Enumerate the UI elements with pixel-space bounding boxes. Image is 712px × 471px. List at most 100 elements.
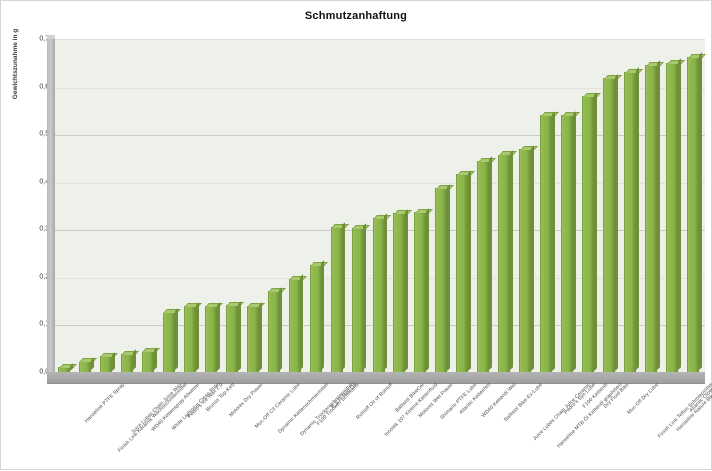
bar[interactable]	[498, 150, 517, 372]
bar-top-face	[687, 53, 706, 59]
bar-top-face	[624, 68, 643, 74]
bar-top-face	[393, 209, 412, 215]
bar-top-face	[289, 275, 308, 280]
bar-top-face	[268, 287, 287, 293]
bar-top-face	[540, 111, 559, 117]
bar[interactable]	[645, 60, 664, 372]
bar-side-face	[573, 110, 577, 371]
bar[interactable]	[351, 223, 371, 372]
y-axis-tick-label: 0,40	[25, 178, 53, 185]
bar[interactable]	[687, 52, 706, 372]
bar[interactable]	[99, 351, 119, 372]
bar[interactable]	[162, 308, 182, 372]
x-axis-tick-label: Rohloff Oil of Rohloff	[355, 382, 395, 421]
bar[interactable]	[540, 110, 559, 372]
bar-side-face	[132, 349, 136, 371]
bar-side-face	[447, 183, 451, 371]
bar[interactable]	[414, 207, 433, 372]
bar-side-face	[594, 91, 598, 371]
bar[interactable]	[666, 58, 685, 372]
bar-top-face	[58, 364, 77, 369]
bar[interactable]	[330, 222, 350, 372]
bar-top-face	[666, 59, 685, 64]
gridline	[55, 135, 705, 137]
bar-top-face	[603, 75, 622, 80]
axis-wall-left	[47, 35, 55, 372]
bar[interactable]	[435, 183, 454, 372]
axis-floor-front	[47, 383, 705, 384]
bar[interactable]	[120, 349, 140, 372]
bar[interactable]	[582, 91, 601, 372]
bar[interactable]	[78, 357, 98, 372]
bar[interactable]	[183, 301, 203, 372]
bar-side-face	[552, 110, 556, 371]
y-axis-tick-label: 0,20	[25, 273, 53, 280]
bar-top-face	[414, 208, 433, 214]
chart-title: Schmutzanhaftung	[304, 10, 408, 22]
bar[interactable]	[267, 286, 287, 372]
y-axis-tick-label: 0,30	[25, 226, 53, 233]
x-axis-tick-label: Hanseline PTFE Spray	[84, 382, 127, 425]
bar-top-face	[331, 223, 350, 229]
bar[interactable]	[246, 301, 266, 372]
plot-3d-frame	[47, 35, 706, 384]
y-axis-tick-label: 0,10	[25, 321, 53, 328]
bar-side-face	[426, 207, 430, 371]
bar-side-face	[510, 150, 514, 371]
gridline	[55, 87, 705, 89]
y-axis-tick-label: 0,00	[25, 369, 53, 376]
bar[interactable]	[141, 347, 161, 372]
bar[interactable]	[477, 156, 496, 372]
bar[interactable]	[519, 144, 538, 372]
bar-top-face	[561, 111, 580, 117]
bar-top-face	[142, 348, 161, 353]
bar-side-face	[635, 67, 640, 371]
bar-side-face	[698, 52, 703, 371]
bar-side-face	[384, 213, 388, 371]
bar[interactable]	[456, 169, 475, 372]
bar[interactable]	[225, 300, 245, 372]
x-axis-tick-label: Muc-Off Dry Lube	[625, 382, 660, 416]
bar-side-face	[489, 156, 493, 371]
y-axis-title: Gewichtszunahme in g	[12, 28, 19, 100]
bar[interactable]	[561, 110, 580, 372]
y-axis-tick-labels: 0,70 0,60 0,50 0,40 0,30 0,20 0,10 0,00	[25, 35, 53, 376]
axis-wall-left-cap	[47, 35, 55, 39]
bar-side-face	[300, 274, 304, 371]
bar[interactable]	[309, 260, 329, 372]
bar-top-face	[121, 350, 140, 356]
bar-side-face	[677, 58, 682, 371]
bar-side-face	[342, 222, 346, 371]
bar-top-face	[163, 309, 182, 314]
bar-top-face	[456, 170, 475, 176]
bar[interactable]	[204, 301, 224, 372]
bar-top-face	[184, 303, 203, 308]
bar-top-face	[226, 302, 245, 307]
x-axis-tick-label: Finish Line Keramik Wachsschmiermittel	[117, 382, 190, 454]
bar[interactable]	[288, 274, 308, 372]
y-axis-tick-label: 0,50	[25, 131, 53, 138]
y-axis-tick-label: 0,60	[25, 83, 53, 90]
bar-top-face	[498, 151, 517, 156]
x-axis-tick-label: Finish Line Teflon Schmiermittel	[656, 382, 712, 440]
bar[interactable]	[624, 67, 643, 372]
bar-side-face	[111, 351, 115, 371]
bar-side-face	[279, 286, 283, 371]
bar-top-face	[79, 358, 98, 363]
bar-top-face	[100, 353, 119, 358]
bar-top-face	[352, 224, 371, 230]
bar-side-face	[468, 169, 472, 371]
bar-side-face	[656, 60, 661, 371]
bar-side-face	[363, 223, 367, 371]
bar[interactable]	[58, 362, 77, 372]
axis-floor	[47, 372, 705, 383]
bar-side-face	[321, 260, 325, 371]
bar-side-face	[153, 347, 157, 371]
bar[interactable]	[393, 208, 412, 372]
bar[interactable]	[603, 74, 622, 372]
bar-top-face	[645, 61, 664, 66]
bar-side-face	[405, 208, 409, 371]
bar-top-face	[582, 92, 601, 98]
bar[interactable]	[372, 213, 391, 372]
